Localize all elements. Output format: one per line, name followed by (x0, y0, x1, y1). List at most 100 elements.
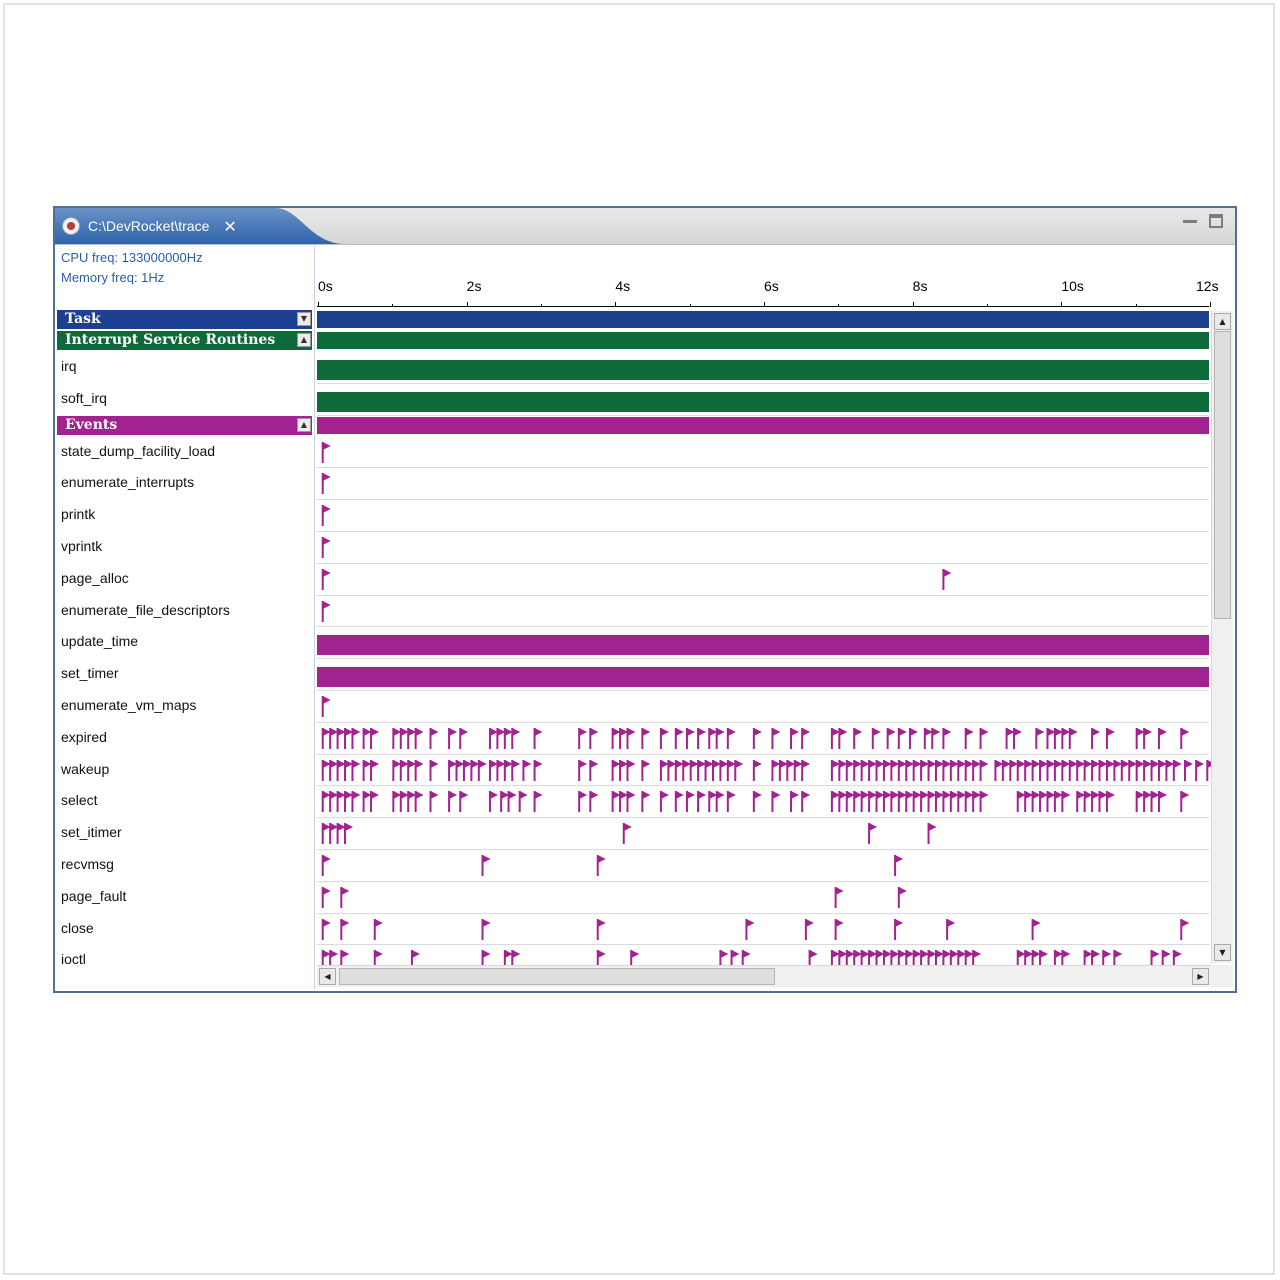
event-flag[interactable] (336, 791, 346, 813)
event-flag[interactable] (351, 791, 361, 813)
event-flag[interactable] (719, 759, 729, 781)
event-flag[interactable] (329, 823, 339, 845)
event-flag[interactable] (1031, 918, 1041, 940)
event-flag[interactable] (667, 759, 677, 781)
event-flag[interactable] (321, 537, 331, 558)
event-flag[interactable] (1143, 727, 1153, 749)
event-flag[interactable] (641, 759, 651, 781)
scroll-down-button[interactable]: ▼ (1214, 944, 1231, 961)
event-flag[interactable] (321, 823, 331, 845)
event-flag[interactable] (414, 759, 424, 781)
event-flag[interactable] (578, 791, 588, 813)
event-flag[interactable] (455, 759, 465, 781)
event-flag[interactable] (362, 791, 372, 813)
event-flag[interactable] (429, 727, 439, 749)
event-flag[interactable] (321, 918, 331, 940)
event-flag[interactable] (786, 759, 796, 781)
event-flag[interactable] (641, 791, 651, 813)
event-flag[interactable] (659, 759, 669, 781)
event-flag[interactable] (659, 727, 669, 749)
event-flag[interactable] (659, 791, 669, 813)
category-header[interactable]: Interrupt Service Routines (57, 331, 312, 350)
minimize-icon[interactable] (1183, 214, 1197, 223)
event-flag[interactable] (596, 855, 606, 876)
event-flag[interactable] (871, 727, 881, 749)
event-flag[interactable] (845, 791, 855, 813)
event-flag[interactable] (370, 791, 380, 813)
event-flag[interactable] (890, 791, 900, 813)
event-flag[interactable] (830, 727, 840, 749)
event-flag[interactable] (619, 791, 629, 813)
event-flag[interactable] (912, 759, 922, 781)
event-flag[interactable] (1165, 759, 1175, 781)
event-flag[interactable] (771, 791, 781, 813)
event-flag[interactable] (533, 759, 543, 781)
event-flag[interactable] (838, 759, 848, 781)
event-flag[interactable] (875, 759, 885, 781)
event-flag[interactable] (477, 759, 487, 781)
event-flag[interactable] (511, 727, 521, 749)
event-flag[interactable] (1053, 759, 1063, 781)
event-flag[interactable] (370, 759, 380, 781)
event-flag[interactable] (931, 727, 941, 749)
scroll-left-button[interactable]: ◀ (319, 968, 336, 985)
event-flag[interactable] (946, 918, 956, 940)
event-flag[interactable] (1009, 759, 1019, 781)
event-flag[interactable] (578, 727, 588, 749)
event-flag[interactable] (697, 791, 707, 813)
event-flag[interactable] (860, 759, 870, 781)
event-flag[interactable] (362, 759, 372, 781)
event-flag[interactable] (994, 759, 1004, 781)
event-flag[interactable] (860, 791, 870, 813)
event-flag[interactable] (1061, 759, 1071, 781)
event-flag[interactable] (697, 727, 707, 749)
event-flag[interactable] (1157, 759, 1167, 781)
event-flag[interactable] (448, 759, 458, 781)
event-flag[interactable] (1039, 759, 1049, 781)
event-flag[interactable] (503, 759, 513, 781)
event-flag[interactable] (853, 727, 863, 749)
event-flag[interactable] (619, 727, 629, 749)
event-flag[interactable] (321, 600, 331, 622)
event-flag[interactable] (1024, 791, 1034, 813)
event-flag[interactable] (321, 791, 331, 813)
event-flag[interactable] (321, 568, 331, 590)
event-flag[interactable] (511, 759, 521, 781)
event-flag[interactable] (392, 759, 402, 781)
event-flag[interactable] (905, 759, 915, 781)
event-flag[interactable] (745, 918, 755, 940)
event-flag[interactable] (838, 727, 848, 749)
event-flag[interactable] (682, 759, 692, 781)
event-flag[interactable] (321, 759, 331, 781)
event-flag[interactable] (622, 823, 632, 845)
event-flag[interactable] (1031, 791, 1041, 813)
event-flag[interactable] (336, 759, 346, 781)
event-flag[interactable] (321, 886, 331, 908)
event-flag[interactable] (1105, 791, 1115, 813)
event-flag[interactable] (1150, 791, 1160, 813)
event-flag[interactable] (429, 791, 439, 813)
event-flag[interactable] (790, 727, 800, 749)
event-flag[interactable] (1046, 759, 1056, 781)
event-flag[interactable] (1091, 727, 1101, 749)
event-flag[interactable] (589, 791, 599, 813)
event-flag[interactable] (459, 727, 469, 749)
event-flag[interactable] (462, 759, 472, 781)
event-flag[interactable] (1120, 759, 1130, 781)
event-flag[interactable] (882, 791, 892, 813)
event-flag[interactable] (481, 855, 491, 876)
vertical-scroll-thumb[interactable] (1214, 331, 1231, 619)
event-flag[interactable] (752, 759, 762, 781)
event-flag[interactable] (853, 759, 863, 781)
event-flag[interactable] (399, 727, 409, 749)
event-flag[interactable] (1005, 727, 1015, 749)
event-flag[interactable] (496, 727, 506, 749)
event-flag[interactable] (533, 727, 543, 749)
event-flag[interactable] (801, 791, 811, 813)
scroll-right-button[interactable]: ▶ (1192, 968, 1209, 985)
event-flag[interactable] (399, 791, 409, 813)
event-flag[interactable] (1135, 759, 1145, 781)
event-flag[interactable] (868, 791, 878, 813)
event-flag[interactable] (448, 727, 458, 749)
event-flag[interactable] (1061, 791, 1071, 813)
